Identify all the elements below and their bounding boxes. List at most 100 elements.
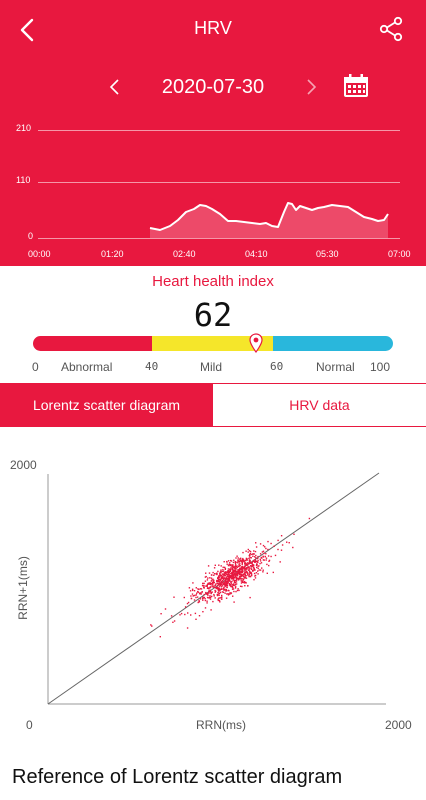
scatter-point (210, 609, 212, 611)
scatter-point (231, 585, 233, 588)
scatter-point (220, 570, 222, 572)
scatter-point (248, 575, 250, 578)
scatter-point (256, 566, 258, 569)
scatter-point (216, 593, 218, 596)
scatter-point (172, 621, 174, 623)
scatter-point (233, 579, 235, 581)
scale-tick-40: 40 (145, 360, 159, 373)
scatter-point (221, 591, 224, 593)
scatter-point (214, 564, 216, 566)
scatter-point (239, 585, 242, 587)
scatter-point (179, 614, 181, 616)
scatter-point (226, 586, 228, 588)
scatter-point (204, 580, 207, 582)
scatter-point (231, 564, 233, 566)
scatter-point (234, 566, 236, 568)
scatter-point (238, 577, 240, 579)
next-date-icon[interactable] (302, 78, 320, 96)
scatter-point (204, 597, 206, 600)
scatter-point (270, 542, 272, 545)
date-label[interactable]: 2020-07-30 (161, 76, 265, 98)
scatter-point (250, 557, 252, 559)
y-tick-210: 210 (16, 123, 32, 133)
scatter-point (224, 585, 226, 588)
scatter-point (220, 583, 223, 585)
scatter-point (245, 558, 247, 561)
scatter-point (241, 574, 243, 576)
scatter-point (218, 579, 220, 581)
scatter-point (207, 594, 209, 596)
scatter-point (242, 557, 244, 560)
scatter-point (226, 573, 228, 575)
scatter-point (198, 600, 200, 603)
scatter-point (227, 594, 230, 596)
scatter-point (232, 564, 234, 566)
scatter-point (245, 568, 247, 571)
scatter-point (209, 582, 211, 584)
scatter-point (229, 562, 231, 564)
scatter-point (238, 565, 240, 568)
scatter-point (211, 591, 213, 593)
scatter-point (195, 587, 197, 589)
scatter-point (267, 540, 269, 543)
scatter-point (249, 557, 251, 559)
tab-hrv-data[interactable]: HRV data (213, 383, 426, 427)
scatter-point (214, 597, 216, 599)
scatter-point (255, 546, 258, 548)
scatter-point (240, 575, 242, 578)
scatter-point (251, 561, 253, 564)
scatter-point (219, 601, 221, 603)
scatter-point (209, 598, 212, 600)
scatter-point (257, 559, 259, 562)
scatter-point (228, 590, 230, 592)
scatter-point (203, 585, 205, 587)
scatter-point (202, 599, 204, 601)
scatter-point (222, 587, 225, 590)
scatter-point (243, 567, 245, 569)
scatter-point (232, 595, 234, 597)
scatter-point (246, 574, 249, 576)
scatter-point (192, 589, 194, 592)
scatter-point (218, 592, 221, 595)
x-tick: 05:30 (316, 249, 339, 259)
scatter-point (199, 598, 202, 600)
identity-line (47, 472, 380, 705)
scatter-point (232, 565, 234, 567)
scatter-point (236, 589, 239, 592)
scatter-point (212, 581, 214, 583)
scatter-point (238, 573, 240, 576)
scatter-point (237, 572, 239, 574)
scatter-point (249, 554, 251, 556)
tab-lorentz-scatter[interactable]: Lorentz scatter diagram (0, 383, 213, 427)
scatter-point (228, 571, 231, 574)
scatter-point (195, 596, 197, 599)
scatter-point (232, 568, 234, 570)
segment-label-abnormal: Abnormal (61, 360, 113, 374)
scatter-point (237, 562, 239, 564)
share-icon[interactable] (378, 16, 404, 42)
scatter-point (208, 572, 211, 574)
scatter-point (240, 580, 242, 582)
scatter-point (239, 565, 241, 567)
scatter-point (258, 569, 260, 571)
prev-date-icon[interactable] (106, 78, 124, 96)
scatter-point (248, 550, 251, 552)
scatter-point (261, 551, 264, 553)
scatter-point (215, 587, 217, 589)
scatter-point (234, 587, 237, 589)
health-index-title: Heart health index (152, 273, 274, 290)
scatter-point (214, 589, 216, 592)
scatter-point (194, 594, 196, 597)
back-icon[interactable] (14, 16, 42, 44)
scatter-point (219, 580, 221, 583)
scatter-point (232, 579, 234, 581)
scatter-point (232, 577, 234, 579)
scatter-point (212, 571, 214, 574)
scatter-point (160, 613, 162, 615)
scatter-point (234, 565, 237, 567)
scatter-point (218, 589, 220, 592)
calendar-icon[interactable] (343, 74, 369, 98)
scatter-point (258, 565, 260, 567)
scatter-point (205, 575, 207, 578)
scatter-point (231, 577, 234, 579)
